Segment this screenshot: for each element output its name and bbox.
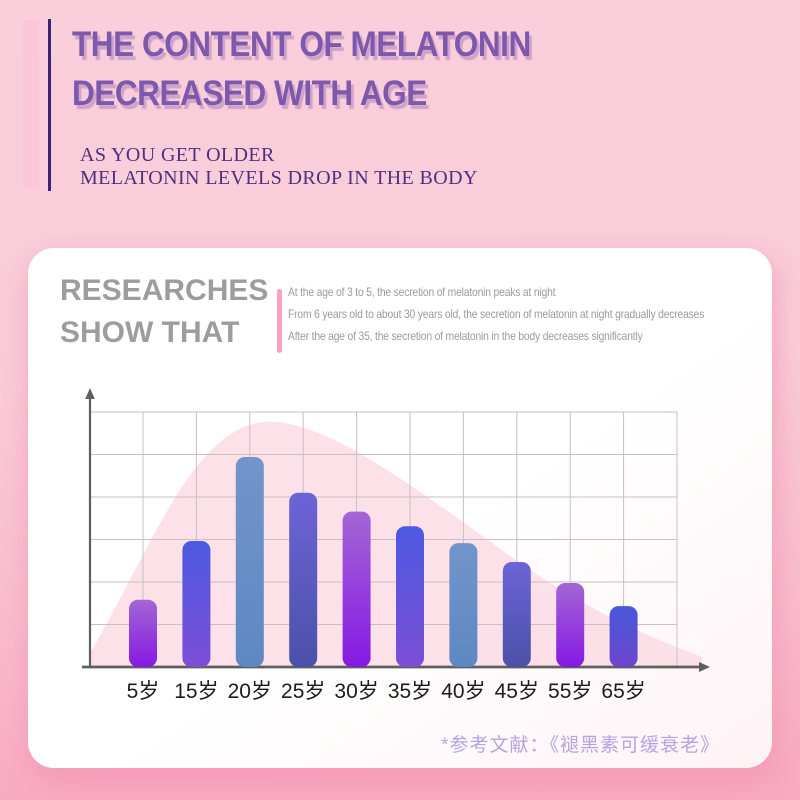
accent-line xyxy=(48,19,51,191)
chart-bar xyxy=(449,543,478,667)
research-findings: At the age of 3 to 5, the secretion of m… xyxy=(288,281,788,347)
page-title: THE CONTENT OF MELATONIN DECREASED WITH … xyxy=(72,24,582,122)
page-subtitle-line-2: MELATONIN LEVELS DROP IN THE BODY xyxy=(80,167,478,189)
content-card: RESEARCHES SHOW THAT At the age of 3 to … xyxy=(28,248,772,768)
page-subtitle-line-1: AS YOU GET OLDER xyxy=(80,144,275,166)
x-axis-label: 15岁 xyxy=(174,680,218,703)
chart-x-labels: 5岁 15岁 20岁 25岁 30岁 35岁 40岁 45岁 55岁 65岁 xyxy=(127,680,646,703)
accent-bar xyxy=(23,20,39,188)
page-subtitle: AS YOU GET OLDER MELATONIN LEVELS DROP I… xyxy=(80,144,478,190)
x-axis-label: 5岁 xyxy=(127,680,160,703)
x-axis-label: 40岁 xyxy=(441,680,485,703)
chart-bar xyxy=(289,492,318,667)
heading-line-1: RESEARCHES xyxy=(60,274,269,307)
x-axis-label: 65岁 xyxy=(601,680,645,703)
chart-bars xyxy=(129,457,638,667)
y-axis-arrow-icon xyxy=(85,388,95,399)
chart-bar xyxy=(396,526,424,667)
page-title-line-1: THE CONTENT OF MELATONIN xyxy=(72,25,531,64)
chart-bar xyxy=(502,562,531,667)
heading-line-2: SHOW THAT xyxy=(60,316,240,349)
heading-divider xyxy=(277,289,282,353)
chart-bar xyxy=(182,541,211,667)
chart-bar xyxy=(129,599,157,667)
x-axis-label: 20岁 xyxy=(228,680,272,703)
page-title-line-2: DECREASED WITH AGE xyxy=(72,74,427,113)
research-finding-3: After the age of 35, the secretion of me… xyxy=(288,329,643,343)
x-axis-label: 55岁 xyxy=(548,680,592,703)
chart-bar xyxy=(556,583,585,667)
melatonin-bar-chart: 5岁 15岁 20岁 25岁 30岁 35岁 40岁 45岁 55岁 65岁 xyxy=(82,388,710,703)
reference-footnote: *参考文献：《褪黑素可缓衰老》 xyxy=(441,735,720,756)
chart-bar xyxy=(609,606,638,667)
x-axis-label: 35岁 xyxy=(388,680,432,703)
x-axis-label: 25岁 xyxy=(281,680,325,703)
x-axis-label: 45岁 xyxy=(495,680,539,703)
research-finding-1: At the age of 3 to 5, the secretion of m… xyxy=(288,285,556,299)
chart-bar xyxy=(235,457,264,667)
x-axis-label: 30岁 xyxy=(334,680,378,703)
researches-heading: RESEARCHES SHOW THAT xyxy=(60,270,268,354)
chart-bar xyxy=(342,511,371,667)
x-axis-arrow-icon xyxy=(699,662,710,672)
research-finding-2: From 6 years old to about 30 years old, … xyxy=(288,307,705,321)
